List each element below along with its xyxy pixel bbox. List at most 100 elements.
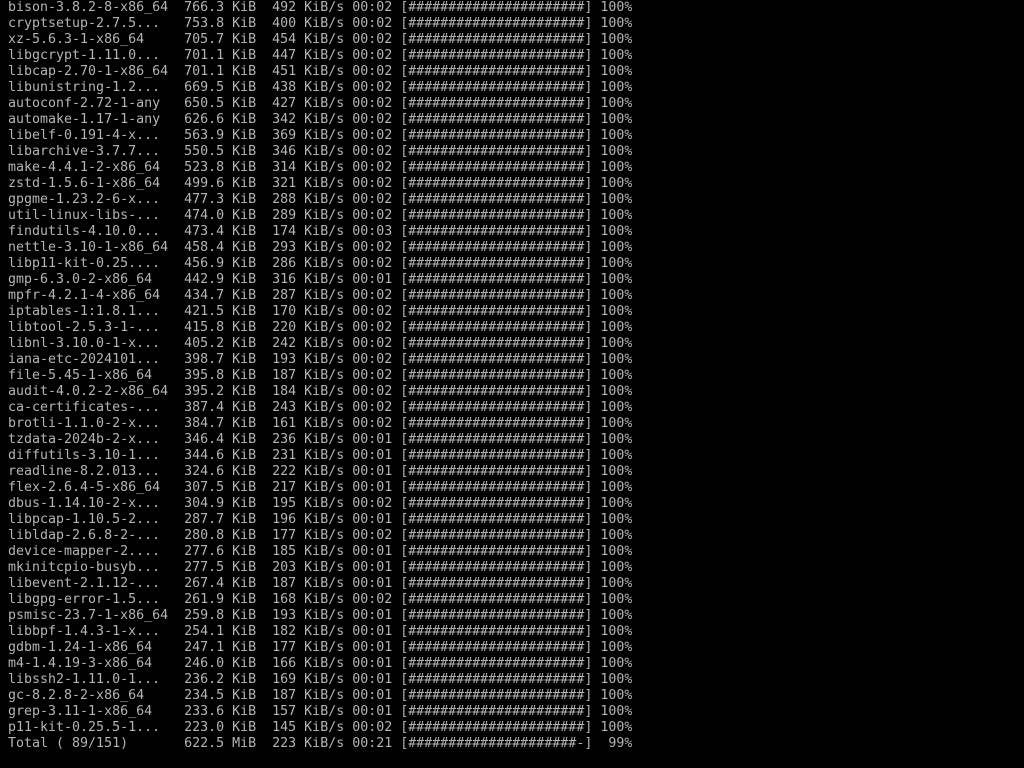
download-row: iptables-1:1.8.1... 421.5 KiB 170 KiB/s 00:…	[0, 304, 1024, 320]
progress-bar: [######################]	[400, 608, 593, 623]
download-rate: 193 KiB/s	[272, 608, 345, 623]
progress-percent: 100%	[600, 256, 633, 271]
download-row: gmp-6.3.0-2-x86_64 442.9 KiB 316 KiB/s 00:0…	[0, 272, 1024, 288]
download-row: flex-2.6.4-5-x86_64 307.5 KiB 217 KiB/s 00:…	[0, 480, 1024, 496]
download-rate: 217 KiB/s	[272, 480, 345, 495]
progress-percent: 100%	[600, 80, 633, 95]
elapsed-time: 00:01	[352, 544, 393, 559]
download-size: 458.4 KiB	[184, 240, 257, 255]
package-name: gc-8.2.8-2-x86_64	[8, 688, 145, 703]
download-row: findutils-4.10.0... 473.4 KiB 174 KiB/s 00:…	[0, 224, 1024, 240]
progress-percent: 100%	[600, 480, 633, 495]
download-size: 669.5 KiB	[184, 80, 257, 95]
progress-bar: [######################]	[400, 160, 593, 175]
download-size: 307.5 KiB	[184, 480, 257, 495]
progress-percent: 100%	[600, 400, 633, 415]
progress-percent: 100%	[600, 448, 633, 463]
progress-bar: [######################]	[400, 144, 593, 159]
package-name: zstd-1.5.6-1-x86_64	[8, 176, 161, 191]
elapsed-time: 00:01	[352, 672, 393, 687]
download-size: 563.9 KiB	[184, 128, 257, 143]
download-rate: 203 KiB/s	[272, 560, 345, 575]
download-rate: 451 KiB/s	[272, 64, 345, 79]
download-size: 701.1 KiB	[184, 48, 257, 63]
package-name: file-5.45-1-x86_64	[8, 368, 153, 383]
package-name: bison-3.8.2-8-x86_64	[8, 0, 169, 15]
progress-percent: 100%	[600, 176, 633, 191]
elapsed-time: 00:02	[352, 416, 393, 431]
progress-percent: 100%	[600, 608, 633, 623]
progress-bar: [######################]	[400, 368, 593, 383]
download-size: 346.4 KiB	[184, 432, 257, 447]
progress-percent: 100%	[600, 16, 633, 31]
download-size: 304.9 KiB	[184, 496, 257, 511]
progress-percent: 100%	[600, 144, 633, 159]
progress-bar: [######################]	[400, 208, 593, 223]
download-rate: 145 KiB/s	[272, 720, 345, 735]
elapsed-time: 00:01	[352, 448, 393, 463]
progress-percent: 100%	[600, 688, 633, 703]
package-name: iptables-1:1.8.1...	[8, 304, 161, 319]
download-rate: 342 KiB/s	[272, 112, 345, 127]
elapsed-time: 00:01	[352, 272, 393, 287]
download-rate: 187 KiB/s	[272, 576, 345, 591]
elapsed-time: 00:01	[352, 704, 393, 719]
download-row: iana-etc-2024101... 398.7 KiB 193 KiB/s 00:…	[0, 352, 1024, 368]
download-rate: 182 KiB/s	[272, 624, 345, 639]
download-size: 622.5 MiB	[184, 736, 257, 751]
package-name: device-mapper-2....	[8, 544, 161, 559]
package-name: iana-etc-2024101...	[8, 352, 161, 367]
progress-percent: 100%	[600, 128, 633, 143]
total-download-row: Total ( 89/151) 622.5 MiB 223 KiB/s 00:21 [#…	[0, 736, 1024, 752]
package-name: mkinitcpio-busyb...	[8, 560, 161, 575]
download-row: tzdata-2024b-2-x... 346.4 KiB 236 KiB/s 00:…	[0, 432, 1024, 448]
download-row: libbpf-1.4.3-1-x... 254.1 KiB 182 KiB/s 00:…	[0, 624, 1024, 640]
package-name: tzdata-2024b-2-x...	[8, 432, 161, 447]
package-name: libssh2-1.11.0-1...	[8, 672, 161, 687]
progress-percent: 100%	[600, 720, 633, 735]
download-rate: 447 KiB/s	[272, 48, 345, 63]
package-name: libtool-2.5.3-1-...	[8, 320, 161, 335]
progress-bar: [######################]	[400, 528, 593, 543]
elapsed-time: 00:01	[352, 656, 393, 671]
progress-bar: [######################]	[400, 80, 593, 95]
elapsed-time: 00:02	[352, 352, 393, 367]
download-row: m4-1.4.19-3-x86_64 246.0 KiB 166 KiB/s 00:0…	[0, 656, 1024, 672]
download-size: 223.0 KiB	[184, 720, 257, 735]
progress-bar: [######################]	[400, 464, 593, 479]
package-name: libp11-kit-0.25....	[8, 256, 161, 271]
package-name: libgpg-error-1.5...	[8, 592, 161, 607]
download-size: 434.7 KiB	[184, 288, 257, 303]
download-row: mkinitcpio-busyb... 277.5 KiB 203 KiB/s 00:…	[0, 560, 1024, 576]
download-rate: 321 KiB/s	[272, 176, 345, 191]
package-name: libbpf-1.4.3-1-x...	[8, 624, 161, 639]
progress-percent: 100%	[600, 192, 633, 207]
download-rate: 174 KiB/s	[272, 224, 345, 239]
download-rate: 231 KiB/s	[272, 448, 345, 463]
elapsed-time: 00:01	[352, 624, 393, 639]
elapsed-time: 00:01	[352, 576, 393, 591]
package-name: flex-2.6.4-5-x86_64	[8, 480, 161, 495]
progress-percent: 100%	[600, 160, 633, 175]
download-size: 233.6 KiB	[184, 704, 257, 719]
progress-bar: [######################]	[400, 224, 593, 239]
progress-bar: [######################]	[400, 240, 593, 255]
download-rate: 316 KiB/s	[272, 272, 345, 287]
download-size: 395.8 KiB	[184, 368, 257, 383]
elapsed-time: 00:02	[352, 64, 393, 79]
download-row: libevent-2.1.12-... 267.4 KiB 187 KiB/s 00:…	[0, 576, 1024, 592]
package-name: grep-3.11-1-x86_64	[8, 704, 153, 719]
download-row: diffutils-3.10-1... 344.6 KiB 231 KiB/s 00:…	[0, 448, 1024, 464]
progress-percent: 100%	[600, 512, 633, 527]
download-row: device-mapper-2.... 277.6 KiB 185 KiB/s 00:…	[0, 544, 1024, 560]
download-size: 523.8 KiB	[184, 160, 257, 175]
download-rate: 369 KiB/s	[272, 128, 345, 143]
download-rate: 438 KiB/s	[272, 80, 345, 95]
progress-percent: 100%	[600, 432, 633, 447]
download-rate: 289 KiB/s	[272, 208, 345, 223]
elapsed-time: 00:02	[352, 0, 393, 15]
download-rate: 157 KiB/s	[272, 704, 345, 719]
elapsed-time: 00:03	[352, 224, 393, 239]
download-rate: 427 KiB/s	[272, 96, 345, 111]
